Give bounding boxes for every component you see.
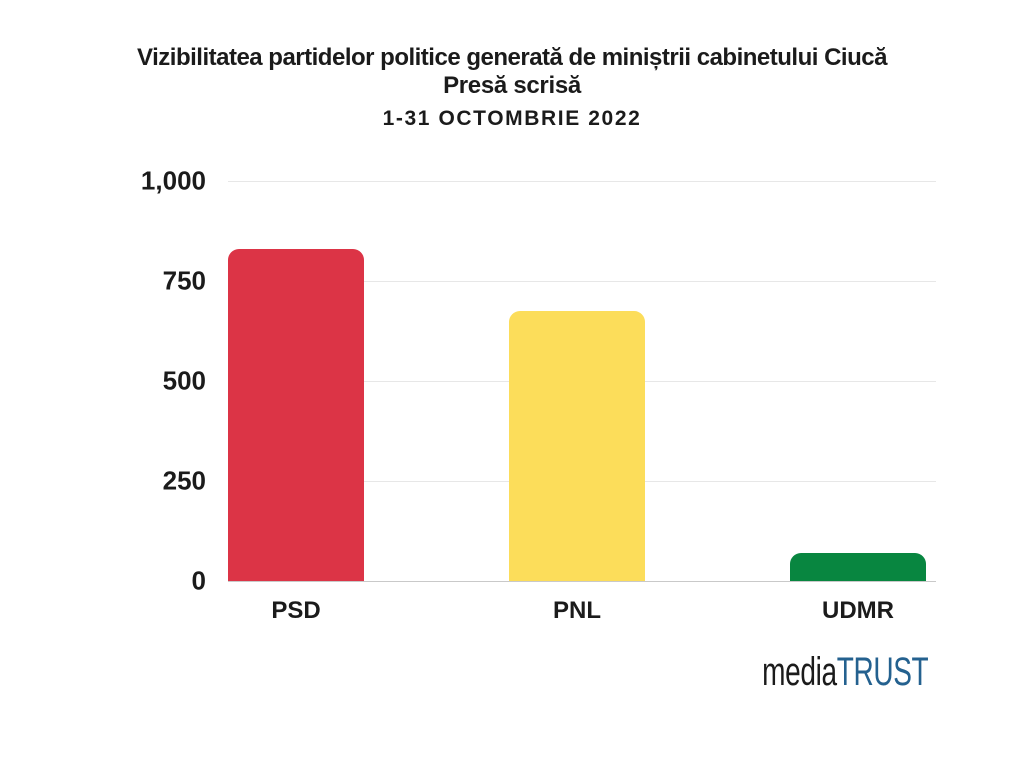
y-tick-label-1000: 1,000 (140, 165, 206, 196)
x-axis-label-udmr: UDMR (822, 597, 894, 624)
gridline-0 (228, 581, 936, 582)
gridline-1000 (228, 181, 936, 182)
x-axis-label-pnl: PNL (553, 597, 601, 624)
x-axis-label-psd: PSD (271, 597, 321, 624)
chart-period: 1-31 OCTOMBRIE 2022 (382, 107, 642, 130)
chart-subtitle: Presă scrisă (443, 72, 581, 99)
bar-psd (228, 249, 364, 581)
logo-text-media: media (761, 650, 837, 694)
y-tick-label-500: 500 (162, 365, 206, 396)
bar-pnl (509, 311, 645, 581)
y-tick-label-0: 0 (191, 565, 206, 596)
gridline-750 (228, 281, 936, 282)
y-tick-label-750: 750 (162, 265, 206, 296)
y-tick-label-250: 250 (162, 465, 206, 496)
logo-text-trust: TRUST (836, 650, 928, 694)
bar-udmr (790, 553, 926, 581)
chart-header: Vizibilitatea partidelor politice genera… (0, 44, 1024, 131)
mediatrust-logo: mediaTRUST (762, 651, 928, 693)
chart-title: Vizibilitatea partidelor politice genera… (137, 44, 887, 71)
plot-area: 0 250 500 750 1,000 PSD PNL UDMR (141, 166, 936, 624)
